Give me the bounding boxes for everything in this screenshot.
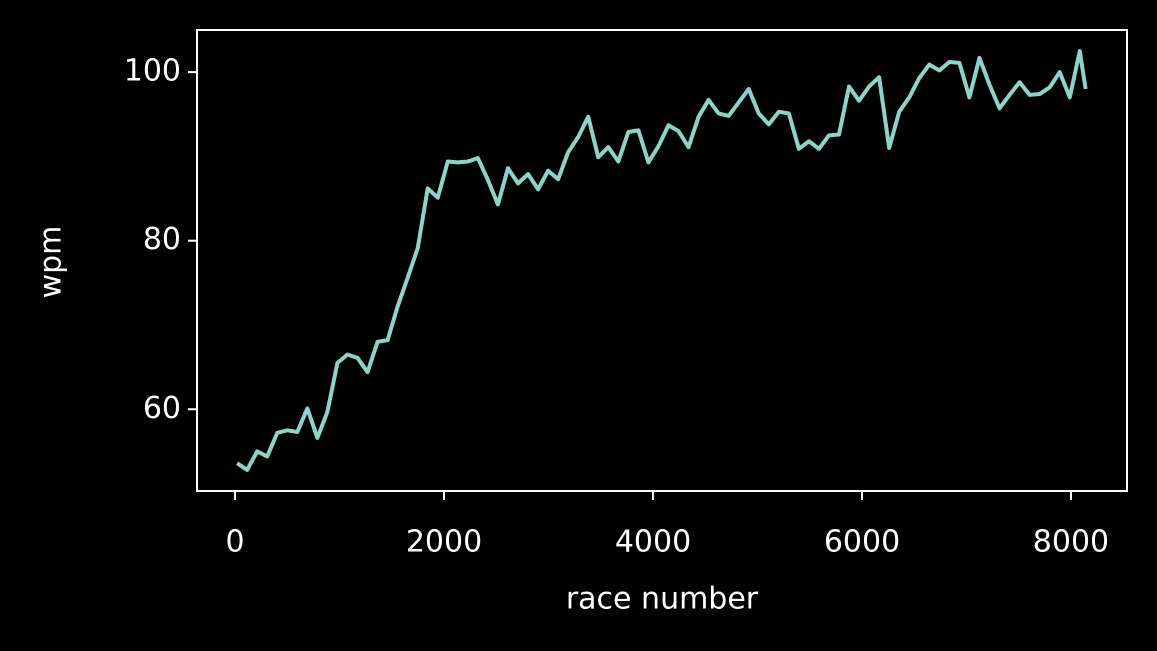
x-tick-label: 2000	[406, 525, 482, 560]
plot-frame	[196, 29, 1128, 492]
x-tick-label: 4000	[615, 525, 691, 560]
y-axis-label: wpm	[34, 226, 69, 299]
x-tick-label: 8000	[1033, 525, 1109, 560]
data-line	[236, 49, 1088, 472]
y-tick-label: 80	[143, 222, 181, 257]
y-tick-label: 100	[124, 54, 181, 89]
x-axis-label: race number	[566, 582, 759, 617]
y-tick-label: 60	[143, 391, 181, 426]
x-tick-label: 0	[225, 525, 244, 560]
x-tick-label: 6000	[824, 525, 900, 560]
